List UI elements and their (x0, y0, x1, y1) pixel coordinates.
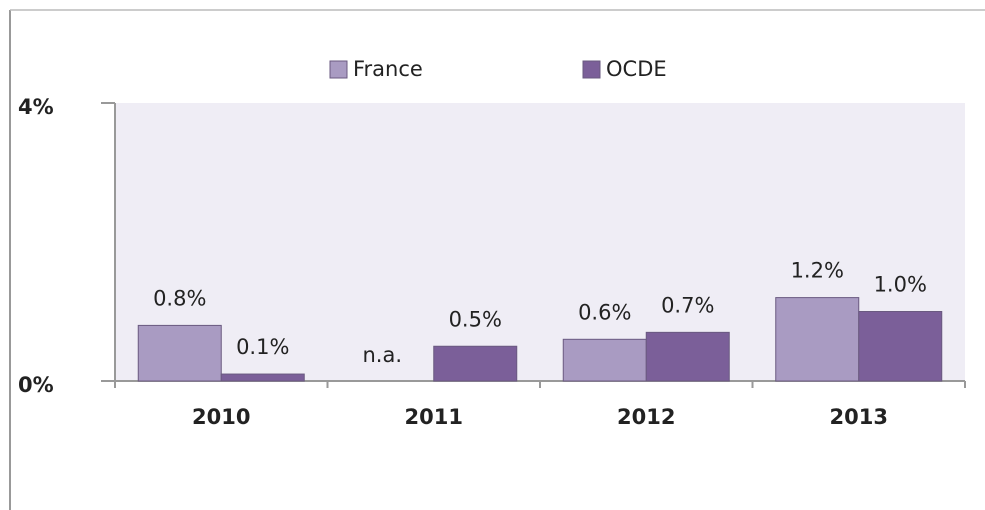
y-tick-label: 0% (18, 373, 54, 397)
value-label: 0.6% (578, 300, 631, 324)
legend-label: France (353, 57, 423, 81)
value-label: 0.5% (449, 307, 502, 331)
x-tick-label: 2012 (617, 405, 675, 429)
bar (220, 373, 305, 382)
legend-label: OCDE (606, 57, 667, 81)
bar (562, 338, 647, 382)
bar (858, 311, 943, 382)
legend-swatch (582, 60, 601, 79)
bar (433, 345, 518, 382)
x-tick-label: 2013 (830, 405, 888, 429)
y-tick-label: 4% (18, 95, 54, 119)
value-label: n.a. (362, 343, 402, 367)
value-label: 1.2% (791, 259, 844, 283)
value-label: 0.7% (661, 293, 714, 317)
bar (775, 297, 860, 382)
x-tick-label: 2011 (405, 405, 463, 429)
legend-swatch (329, 60, 348, 79)
value-label: 0.8% (153, 286, 206, 310)
x-tick-label: 2010 (192, 405, 250, 429)
bar (645, 331, 730, 382)
value-label: 0.1% (236, 335, 289, 359)
bar (137, 324, 222, 382)
value-label: 1.0% (874, 273, 927, 297)
